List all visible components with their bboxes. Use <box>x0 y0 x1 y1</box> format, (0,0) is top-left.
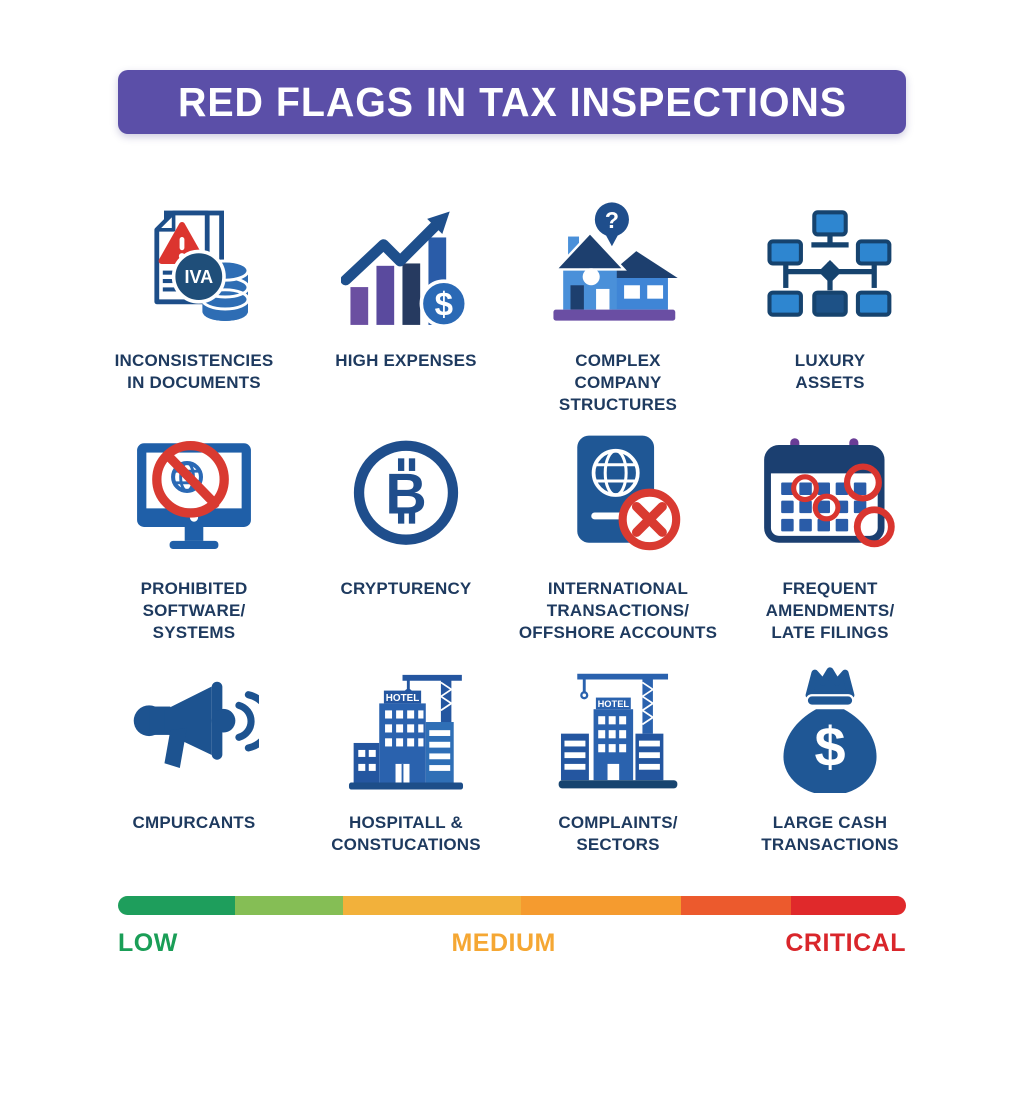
money-bag-icon: $ <box>769 660 891 798</box>
hotel-crane-icon: HOTEL <box>342 660 470 798</box>
svg-text:B: B <box>385 462 426 526</box>
item-inconsistencies-in-documents: IVA INCONSISTENCIES IN DOCUMENTS <box>88 198 300 426</box>
item-complex-company-structures: ? COMPLEX COMPANY STRUCTURES <box>512 198 724 426</box>
bitcoin-icon: B <box>343 426 469 564</box>
severity-segment-amber <box>343 896 521 915</box>
calendar-marks-icon <box>763 426 897 564</box>
severity-scale-labels: LOW MEDIUM CRITICAL <box>118 929 906 958</box>
item-large-cash-transactions: $ LARGE CASH TRANSACTIONS <box>724 660 936 890</box>
item-label: HIGH EXPENSES <box>335 351 477 370</box>
item-label: INCONSISTENCIES IN DOCUMENTS <box>114 351 274 392</box>
item-luxury-assets: LUXURY ASSETS <box>724 198 936 426</box>
item-label: HOSPITALL & CONSTUCATIONS <box>331 813 481 854</box>
item-complaints-sectors: HOTEL COMPLAINTS/ SECTORS <box>512 660 724 890</box>
title-banner: RED FLAGS IN TAX INSPECTIONS <box>118 70 906 134</box>
svg-text:$: $ <box>435 286 453 323</box>
item-label: CMPURCANTS <box>132 813 256 832</box>
page-title: RED FLAGS IN TAX INSPECTIONS <box>177 78 847 125</box>
item-label: LARGE CASH TRANSACTIONS <box>761 813 899 854</box>
svg-text:HOTEL: HOTEL <box>598 699 630 709</box>
item-label: FREQUENT AMENDMENTS/ LATE FILINGS <box>765 579 895 642</box>
item-complainants: CMPURCANTS <box>88 660 300 890</box>
severity-segment-green <box>118 896 236 915</box>
org-chart-icon <box>766 198 894 336</box>
item-label: CRYPTURENCY <box>340 579 472 598</box>
severity-segment-red <box>790 896 906 915</box>
item-label: INTERNATIONAL TRANSACTIONS/ OFFSHORE ACC… <box>518 579 718 642</box>
item-international-transactions: INTERNATIONAL TRANSACTIONS/ OFFSHORE ACC… <box>512 426 724 660</box>
documents-warning-icon: IVA <box>128 198 260 336</box>
severity-label-medium: MEDIUM <box>451 929 556 957</box>
severity-bar <box>118 896 906 915</box>
svg-text:HOTEL: HOTEL <box>386 693 419 704</box>
severity-segment-orange-red <box>680 896 791 915</box>
severity-scale: LOW MEDIUM CRITICAL <box>118 896 906 958</box>
item-label: COMPLEX COMPANY STRUCTURES <box>558 351 678 414</box>
item-prohibited-software-systems: PROHIBITED SOFTWARE/ SYSTEMS <box>88 426 300 660</box>
rising-chart-dollar-icon: $ <box>341 198 471 336</box>
svg-text:$: $ <box>814 715 845 778</box>
item-label: COMPLAINTS/ SECTORS <box>558 813 678 854</box>
item-label: PROHIBITED SOFTWARE/ SYSTEMS <box>140 579 248 642</box>
passport-cancel-icon <box>554 426 682 564</box>
severity-label-low: LOW <box>118 929 178 957</box>
house-question-icon: ? <box>551 198 685 336</box>
red-flags-grid: IVA INCONSISTENCIES IN DOCUMENTS $ HIGH … <box>88 198 936 890</box>
item-high-expenses: $ HIGH EXPENSES <box>300 198 512 426</box>
severity-segment-orange <box>520 896 681 915</box>
item-label: LUXURY ASSETS <box>794 351 866 392</box>
item-cryptocurrency: B CRYPTURENCY <box>300 426 512 660</box>
megaphone-icon <box>129 660 259 798</box>
severity-segment-light-green <box>235 896 344 915</box>
svg-text:?: ? <box>605 207 619 233</box>
svg-text:IVA: IVA <box>184 267 213 287</box>
item-hospitality-construction: HOTEL HOSPITALL & CONSTUCATIONS <box>300 660 512 890</box>
monitor-prohibited-icon <box>130 426 258 564</box>
item-frequent-amendments: FREQUENT AMENDMENTS/ LATE FILINGS <box>724 426 936 660</box>
severity-label-critical: CRITICAL <box>785 929 906 957</box>
buildings-crane-icon: HOTEL <box>554 660 682 798</box>
